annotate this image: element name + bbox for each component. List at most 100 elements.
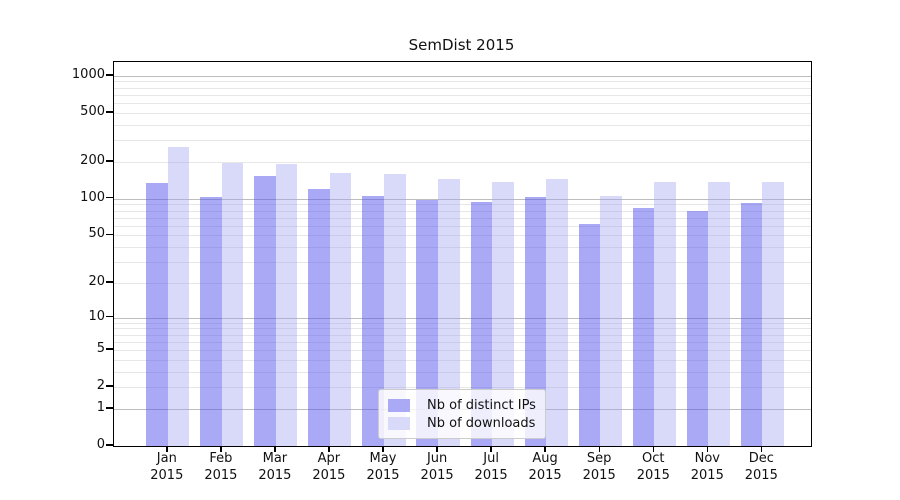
minor-gridline-900 [114, 81, 811, 83]
x-tick-label-may: May 2015 [366, 451, 400, 483]
y-tick-mark [106, 74, 113, 76]
minor-gridline-5 [114, 350, 811, 351]
x-tick-label-oct: Oct 2015 [636, 451, 670, 483]
bar-jul-distinct-ips [470, 201, 493, 446]
y-tick-label-200: 200 [80, 152, 105, 168]
bar-nov-distinct-ips [686, 210, 709, 446]
y-tick-mark [106, 385, 113, 387]
bar-may-downloads [384, 174, 406, 446]
legend-label: Nb of downloads [427, 415, 536, 431]
y-tick-label-100: 100 [80, 189, 105, 205]
y-tick-label-10: 10 [88, 308, 105, 324]
bar-aug-distinct-ips [524, 196, 547, 446]
bar-apr-downloads [329, 172, 352, 446]
y-tick-label-20: 20 [88, 273, 105, 289]
bar-mar-distinct-ips [254, 176, 276, 446]
y-tick-mark [106, 407, 113, 409]
x-tick-mark [652, 446, 654, 452]
legend-label: Nb of distinct IPs [427, 397, 536, 413]
bar-feb-distinct-ips [200, 196, 222, 446]
bar-sep-downloads [600, 195, 622, 446]
bar-jan-downloads [167, 147, 190, 446]
legend-swatch-distinct-ips [388, 398, 410, 412]
minor-gridline-600 [114, 103, 811, 105]
minor-gridline-30 [114, 262, 811, 263]
legend-item-downloads: Nb of downloads [388, 415, 535, 431]
minor-gridline-40 [114, 247, 811, 248]
bar-jun-distinct-ips [416, 200, 438, 446]
minor-gridline-9 [114, 322, 811, 324]
x-tick-mark [544, 446, 546, 452]
y-tick-label-0: 0 [96, 437, 105, 452]
x-tick-mark [436, 446, 438, 452]
y-tick-label-500: 500 [80, 103, 105, 119]
minor-gridline-90 [114, 204, 811, 206]
x-tick-label-jan: Jan 2015 [150, 451, 184, 483]
y-tick-mark [106, 160, 113, 162]
x-tick-label-apr: Apr 2015 [312, 451, 346, 483]
y-tick-label-1000: 1000 [71, 66, 105, 82]
y-tick-label-50: 50 [88, 226, 105, 242]
minor-gridline-700 [114, 94, 811, 96]
x-tick-label-jul: Jul 2015 [474, 451, 508, 483]
legend-swatch-downloads [388, 416, 410, 430]
bar-dec-downloads [762, 181, 784, 446]
y-tick-mark [106, 348, 113, 350]
x-tick-mark [274, 446, 276, 452]
x-tick-label-feb: Feb 2015 [204, 451, 238, 483]
y-tick-label-2: 2 [96, 378, 105, 394]
bar-jul-downloads [492, 182, 514, 446]
x-tick-label-mar: Mar 2015 [258, 451, 292, 483]
x-tick-mark [598, 446, 600, 452]
x-tick-label-dec: Dec 2015 [744, 451, 778, 483]
x-tick-label-sep: Sep 2015 [582, 451, 616, 483]
bar-apr-distinct-ips [308, 188, 330, 446]
minor-gridline-20 [114, 282, 811, 284]
minor-gridline-70 [114, 217, 811, 219]
y-tick-mark [106, 111, 113, 113]
x-tick-mark [760, 446, 763, 452]
y-tick-label-5: 5 [96, 341, 105, 356]
minor-gridline-80 [114, 210, 811, 212]
minor-gridline-8 [114, 328, 811, 330]
bar-oct-downloads [654, 181, 676, 446]
minor-gridline-7 [114, 334, 811, 336]
x-tick-mark [382, 446, 384, 452]
minor-gridline-4 [114, 359, 811, 361]
bar-aug-downloads [546, 179, 568, 446]
y-tick-mark [106, 233, 113, 235]
minor-gridline-500 [114, 112, 811, 114]
legend-item-distinct-ips: Nb of distinct IPs [388, 397, 536, 413]
x-tick-mark [220, 446, 222, 452]
x-tick-label-nov: Nov 2015 [690, 451, 724, 483]
minor-gridline-2 [114, 387, 811, 389]
x-tick-label-aug: Aug 2015 [528, 451, 562, 483]
minor-gridline-300 [114, 140, 811, 142]
legend: Nb of distinct IPs Nb of downloads [378, 389, 546, 439]
bar-jun-downloads [438, 178, 460, 446]
major-gridline-100 [114, 198, 811, 200]
x-tick-mark [328, 446, 330, 452]
bar-mar-downloads [275, 163, 298, 446]
y-tick-mark [106, 444, 113, 446]
bar-jan-distinct-ips [146, 182, 168, 446]
y-tick-label-1: 1 [96, 399, 105, 415]
bar-dec-distinct-ips [740, 202, 763, 446]
x-tick-mark [706, 446, 708, 452]
minor-gridline-6 [114, 341, 811, 343]
bar-nov-downloads [708, 182, 730, 446]
bar-oct-distinct-ips [632, 207, 655, 446]
minor-gridline-50 [114, 235, 811, 237]
bar-sep-distinct-ips [578, 224, 601, 446]
y-tick-mark [106, 315, 113, 318]
chart-title: SemDist 2015 [408, 36, 515, 54]
minor-gridline-60 [114, 225, 811, 227]
major-gridline-10 [114, 317, 811, 319]
minor-gridline-400 [114, 124, 811, 126]
x-tick-mark [490, 446, 492, 452]
minor-gridline-3 [114, 371, 811, 373]
minor-gridline-200 [114, 161, 811, 163]
x-tick-label-jun: Jun 2015 [420, 451, 454, 483]
bar-feb-downloads [221, 162, 244, 446]
